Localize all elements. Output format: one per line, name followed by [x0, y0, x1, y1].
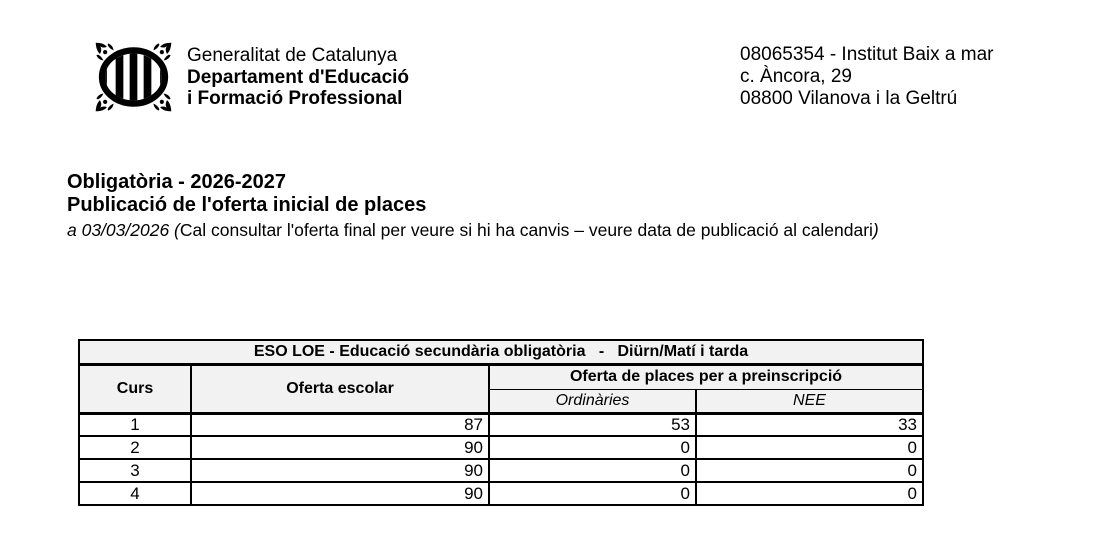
- cell-oferta: 90: [190, 435, 490, 460]
- cell-curs: 2: [78, 435, 192, 460]
- cell-nee: 33: [695, 412, 924, 437]
- cell-nee: 0: [695, 481, 924, 506]
- school-info-block: 08065354 - Institut Baix a mar c. Àncora…: [740, 44, 993, 110]
- cell-ordinaries: 0: [488, 458, 697, 483]
- table-row: 3 90 0 0: [78, 458, 924, 483]
- cell-curs: 4: [78, 481, 192, 506]
- table-row: 2 90 0 0: [78, 435, 924, 460]
- cell-oferta: 90: [190, 481, 490, 506]
- col-header-oferta-escolar: Oferta escolar: [190, 363, 490, 415]
- org-name-block: Generalitat de Catalunya Departament d'E…: [187, 42, 409, 112]
- page-title: Obligatòria - 2026-2027: [67, 171, 286, 193]
- note-date: a 03/03/2026 (: [67, 220, 180, 240]
- col-header-preinscripcio: Oferta de places per a preinscripció: [488, 363, 924, 390]
- school-code-name: 08065354 - Institut Baix a mar: [740, 44, 994, 65]
- table-row: 1 87 53 33: [78, 412, 924, 437]
- col-header-ordinaries: Ordinàries: [488, 388, 697, 415]
- table-header-row-1: Curs Oferta escolar Oferta de places per…: [78, 363, 924, 415]
- table-row: 4 90 0 0: [78, 481, 924, 506]
- header-brand: Generalitat de Catalunya Departament d'E…: [95, 42, 409, 112]
- table-title-row: ESO LOE - Educació secundària obligatòri…: [78, 339, 924, 366]
- offer-table-container: ESO LOE - Educació secundària obligatòri…: [78, 339, 924, 506]
- note-close: ): [872, 220, 879, 240]
- note-body: Cal consultar l'oferta final per veure s…: [179, 220, 873, 240]
- cell-oferta: 87: [190, 412, 490, 437]
- cell-nee: 0: [695, 458, 924, 483]
- table-title: ESO LOE - Educació secundària obligatòri…: [78, 339, 924, 366]
- cell-ordinaries: 0: [488, 481, 697, 506]
- org-line-2: Departament d'Educació: [187, 66, 410, 88]
- page-subtitle: Publicació de l'oferta inicial de places: [67, 193, 427, 216]
- publication-note: a 03/03/2026 (Cal consultar l'oferta fin…: [67, 220, 879, 241]
- cell-nee: 0: [695, 435, 924, 460]
- org-line-3: i Formació Professional: [187, 88, 403, 109]
- cell-curs: 3: [78, 458, 192, 483]
- cell-ordinaries: 53: [488, 412, 697, 437]
- cell-ordinaries: 0: [488, 435, 697, 460]
- school-city: 08800 Vilanova i la Geltrú: [740, 88, 958, 109]
- table-header-row-2: Ordinàries NEE: [79, 388, 924, 415]
- school-address: c. Àncora, 29: [740, 66, 852, 87]
- cell-curs: 1: [78, 412, 192, 437]
- generalitat-logo-icon: [95, 42, 172, 112]
- col-header-nee: NEE: [695, 388, 924, 415]
- col-header-curs: Curs: [78, 363, 192, 415]
- cell-oferta: 90: [190, 458, 490, 483]
- org-line-1: Generalitat de Catalunya: [187, 45, 398, 66]
- offer-table: ESO LOE - Educació secundària obligatòri…: [78, 339, 924, 506]
- title-block: Obligatòria - 2026-2027 Publicació de l'…: [67, 171, 879, 241]
